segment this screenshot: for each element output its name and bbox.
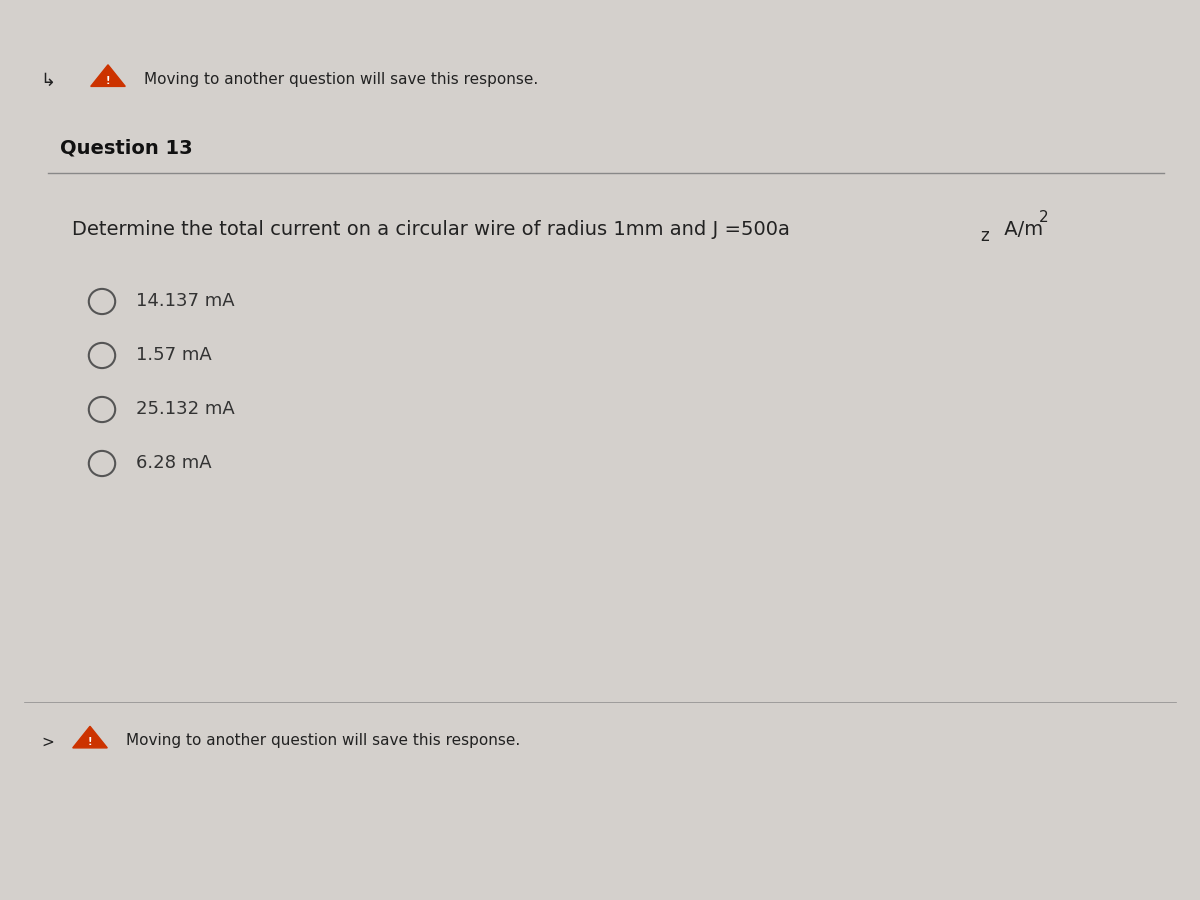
Text: !: ! xyxy=(106,76,110,86)
Text: A/m: A/m xyxy=(998,220,1044,239)
Text: >: > xyxy=(42,735,54,750)
Text: 25.132 mA: 25.132 mA xyxy=(136,400,234,418)
Polygon shape xyxy=(73,726,107,748)
Text: 14.137 mA: 14.137 mA xyxy=(136,292,234,310)
Text: Moving to another question will save this response.: Moving to another question will save thi… xyxy=(144,72,539,86)
Text: Determine the total current on a circular wire of radius 1mm and J =500a: Determine the total current on a circula… xyxy=(72,220,790,239)
Text: 2: 2 xyxy=(1039,211,1049,225)
Text: ↳: ↳ xyxy=(41,72,55,90)
Text: 6.28 mA: 6.28 mA xyxy=(136,454,211,472)
Text: Question 13: Question 13 xyxy=(60,139,193,158)
Text: 1.57 mA: 1.57 mA xyxy=(136,346,211,364)
Text: Moving to another question will save this response.: Moving to another question will save thi… xyxy=(126,734,521,748)
Text: !: ! xyxy=(88,737,92,747)
Polygon shape xyxy=(91,65,125,86)
Text: z: z xyxy=(980,227,989,245)
